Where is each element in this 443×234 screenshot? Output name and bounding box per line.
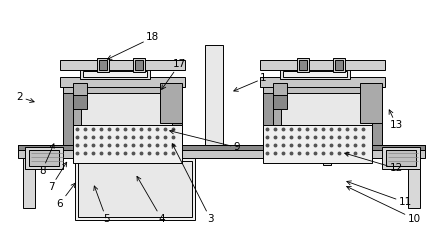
- Text: 3: 3: [172, 144, 214, 224]
- Bar: [73, 83, 87, 95]
- Bar: [273, 83, 287, 95]
- Bar: [18, 145, 425, 158]
- Bar: [386, 150, 416, 166]
- Bar: [135, 60, 143, 70]
- Bar: [99, 60, 107, 70]
- Bar: [382, 147, 420, 169]
- Bar: [23, 158, 35, 208]
- Text: 4: 4: [137, 176, 165, 224]
- Bar: [78, 161, 192, 217]
- Bar: [263, 85, 382, 145]
- Bar: [283, 71, 347, 77]
- Bar: [263, 125, 372, 163]
- Bar: [280, 69, 350, 79]
- Bar: [73, 109, 81, 125]
- Text: 1: 1: [234, 73, 267, 91]
- Bar: [18, 145, 425, 150]
- Bar: [335, 60, 343, 70]
- Bar: [360, 83, 382, 123]
- Bar: [29, 150, 59, 166]
- Bar: [60, 60, 185, 70]
- Text: 13: 13: [389, 110, 403, 130]
- Bar: [133, 58, 145, 72]
- Bar: [323, 145, 331, 165]
- Bar: [83, 71, 147, 77]
- Bar: [63, 85, 182, 93]
- Text: 6: 6: [57, 183, 75, 208]
- Text: 12: 12: [345, 152, 403, 173]
- Bar: [408, 158, 420, 208]
- Bar: [263, 85, 273, 145]
- Text: 9: 9: [170, 130, 240, 152]
- Bar: [25, 147, 63, 169]
- Text: 11: 11: [347, 181, 412, 207]
- Text: 18: 18: [108, 33, 159, 59]
- Text: 10: 10: [347, 186, 421, 224]
- Bar: [260, 60, 385, 70]
- Text: 5: 5: [94, 186, 109, 224]
- Text: 17: 17: [162, 59, 186, 89]
- Bar: [205, 45, 223, 145]
- Bar: [372, 85, 382, 145]
- Bar: [299, 60, 307, 70]
- Bar: [123, 145, 131, 165]
- Bar: [172, 85, 182, 145]
- Bar: [75, 158, 195, 220]
- Bar: [97, 58, 109, 72]
- Bar: [333, 58, 345, 72]
- Bar: [160, 83, 182, 123]
- Bar: [63, 85, 182, 145]
- Text: 7: 7: [48, 162, 67, 192]
- Bar: [63, 85, 73, 145]
- Bar: [263, 85, 382, 93]
- Bar: [297, 58, 309, 72]
- Bar: [273, 109, 281, 125]
- Bar: [260, 77, 385, 87]
- Text: 2: 2: [17, 92, 34, 102]
- Bar: [273, 95, 287, 109]
- Bar: [60, 77, 185, 87]
- Text: 8: 8: [39, 144, 54, 176]
- Bar: [73, 125, 182, 163]
- Bar: [73, 95, 87, 109]
- Bar: [80, 69, 150, 79]
